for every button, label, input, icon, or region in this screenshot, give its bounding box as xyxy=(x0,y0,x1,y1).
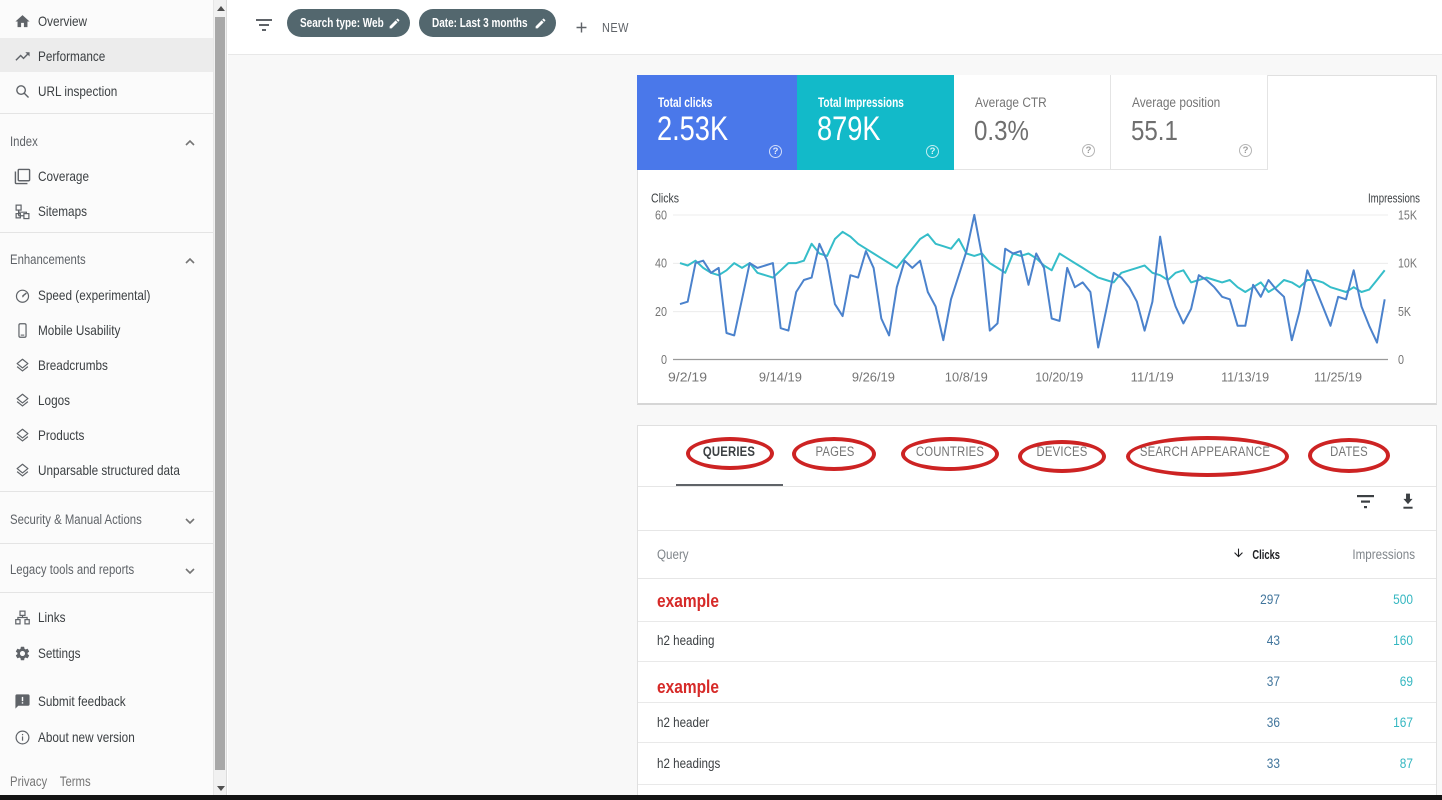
svg-text:5K: 5K xyxy=(1398,305,1412,319)
svg-text:Clicks: Clicks xyxy=(651,192,679,206)
svg-text:9/14/19: 9/14/19 xyxy=(759,370,802,385)
svg-text:40: 40 xyxy=(655,257,667,271)
svg-text:11/1/19: 11/1/19 xyxy=(1131,370,1174,385)
svg-text:60: 60 xyxy=(655,209,667,223)
svg-text:10/8/19: 10/8/19 xyxy=(945,370,988,385)
svg-text:9/2/19: 9/2/19 xyxy=(668,370,707,385)
svg-text:10K: 10K xyxy=(1398,257,1418,271)
svg-text:20: 20 xyxy=(655,305,667,319)
svg-text:10/20/19: 10/20/19 xyxy=(1035,370,1083,385)
svg-text:9/26/19: 9/26/19 xyxy=(852,370,895,385)
svg-text:11/13/19: 11/13/19 xyxy=(1221,370,1269,385)
svg-text:Impressions: Impressions xyxy=(1368,192,1420,206)
svg-text:15K: 15K xyxy=(1398,209,1418,223)
svg-text:0: 0 xyxy=(1398,353,1404,367)
svg-text:0: 0 xyxy=(661,353,667,367)
svg-text:11/25/19: 11/25/19 xyxy=(1314,370,1362,385)
